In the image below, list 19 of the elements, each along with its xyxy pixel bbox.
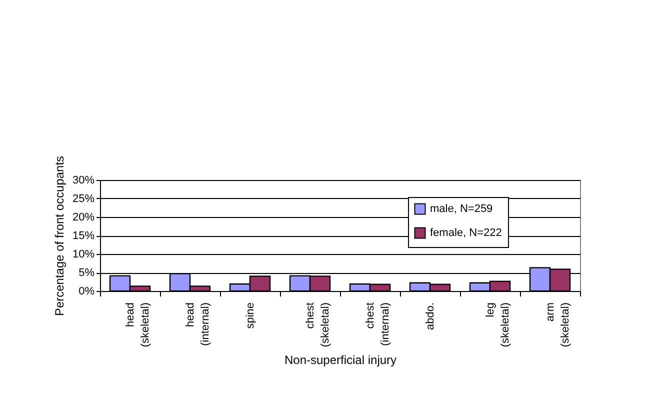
x-tick-label: leg (skeletal) bbox=[484, 302, 512, 348]
y-tick-label: 15% bbox=[72, 230, 95, 242]
y-tick-label: 5% bbox=[78, 267, 95, 279]
y-tick-label: 10% bbox=[72, 248, 95, 260]
x-tick-label: head (skeletal) bbox=[124, 302, 152, 348]
x-tick-label: abdo. bbox=[424, 302, 436, 330]
x-tick-label: chest (skeletal) bbox=[304, 302, 332, 348]
x-tick-label: chest (internal) bbox=[364, 302, 392, 346]
x-tick-label: spine bbox=[244, 302, 256, 329]
x-tick-label: head (internal) bbox=[184, 302, 212, 346]
y-tick-label: 25% bbox=[72, 193, 95, 205]
y-axis-title: Percentage of front occupants bbox=[52, 156, 66, 316]
legend-label: female, N=222 bbox=[430, 227, 502, 239]
y-tick-label: 20% bbox=[72, 212, 95, 224]
y-tick-label: 0% bbox=[78, 286, 95, 298]
y-tick-label: 30% bbox=[72, 174, 95, 186]
x-tick-label: arm (skeletal) bbox=[544, 302, 572, 348]
legend-label: male, N=259 bbox=[430, 203, 493, 215]
x-axis-title: Non-superficial injury bbox=[284, 353, 397, 368]
